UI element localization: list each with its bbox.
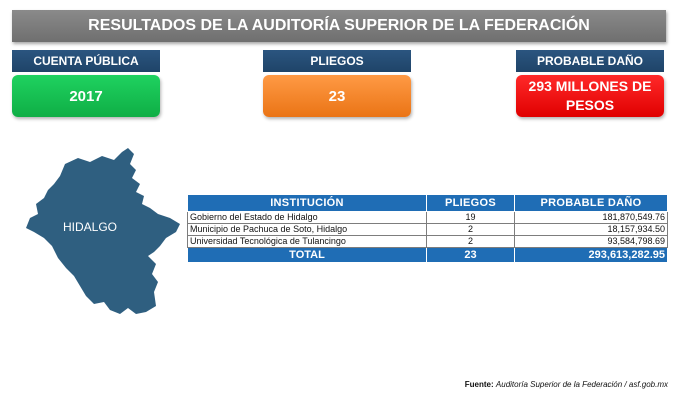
total-pliegos: 23 [426, 247, 515, 263]
cell-pliegos: 19 [426, 211, 515, 224]
kpi-value: 2017 [12, 75, 160, 117]
column-header: PROBABLE DAÑO [514, 194, 668, 212]
table-row: Municipio de Pachuca de Soto, Hidalgo 2 … [187, 223, 668, 236]
source-text: Auditoría Superior de la Federación / as… [495, 380, 668, 389]
source-note: Fuente: Auditoría Superior de la Federac… [465, 380, 668, 389]
kpi-pliegos: PLIEGOS 23 [263, 50, 411, 117]
kpi-label: PROBABLE DAÑO [516, 50, 664, 72]
column-header: INSTITUCIÓN [187, 194, 427, 212]
table-total-row: TOTAL 23 293,613,282.95 [187, 247, 668, 263]
kpi-label: CUENTA PÚBLICA [12, 50, 160, 72]
kpi-cuenta-publica: CUENTA PÚBLICA 2017 [12, 50, 160, 117]
results-table: INSTITUCIÓN PLIEGOS PROBABLE DAÑO Gobier… [187, 194, 668, 263]
cell-institucion: Gobierno del Estado de Hidalgo [187, 211, 427, 224]
cell-dano: 181,870,549.76 [514, 211, 668, 224]
kpi-value: 293 MILLONES DE PESOS [516, 75, 664, 117]
cell-institucion: Municipio de Pachuca de Soto, Hidalgo [187, 223, 427, 236]
table-header-row: INSTITUCIÓN PLIEGOS PROBABLE DAÑO [187, 194, 668, 212]
source-label: Fuente: [464, 380, 494, 389]
page-title: RESULTADOS DE LA AUDITORÍA SUPERIOR DE L… [12, 10, 666, 42]
kpi-probable-dano: PROBABLE DAÑO 293 MILLONES DE PESOS [516, 50, 664, 117]
cell-institucion: Universidad Tecnológica de Tulancingo [187, 235, 427, 248]
cell-dano: 18,157,934.50 [514, 223, 668, 236]
cell-pliegos: 2 [426, 223, 515, 236]
table-row: Gobierno del Estado de Hidalgo 19 181,87… [187, 211, 668, 224]
cell-pliegos: 2 [426, 235, 515, 248]
cell-dano: 93,584,798.69 [514, 235, 668, 248]
map-label: HIDALGO [63, 220, 118, 234]
kpi-label: PLIEGOS [263, 50, 411, 72]
kpi-value: 23 [263, 75, 411, 117]
table-row: Universidad Tecnológica de Tulancingo 2 … [187, 235, 668, 248]
total-dano: 293,613,282.95 [514, 247, 668, 263]
total-label: TOTAL [187, 247, 427, 263]
hidalgo-map-icon [26, 148, 180, 314]
column-header: PLIEGOS [426, 194, 515, 212]
